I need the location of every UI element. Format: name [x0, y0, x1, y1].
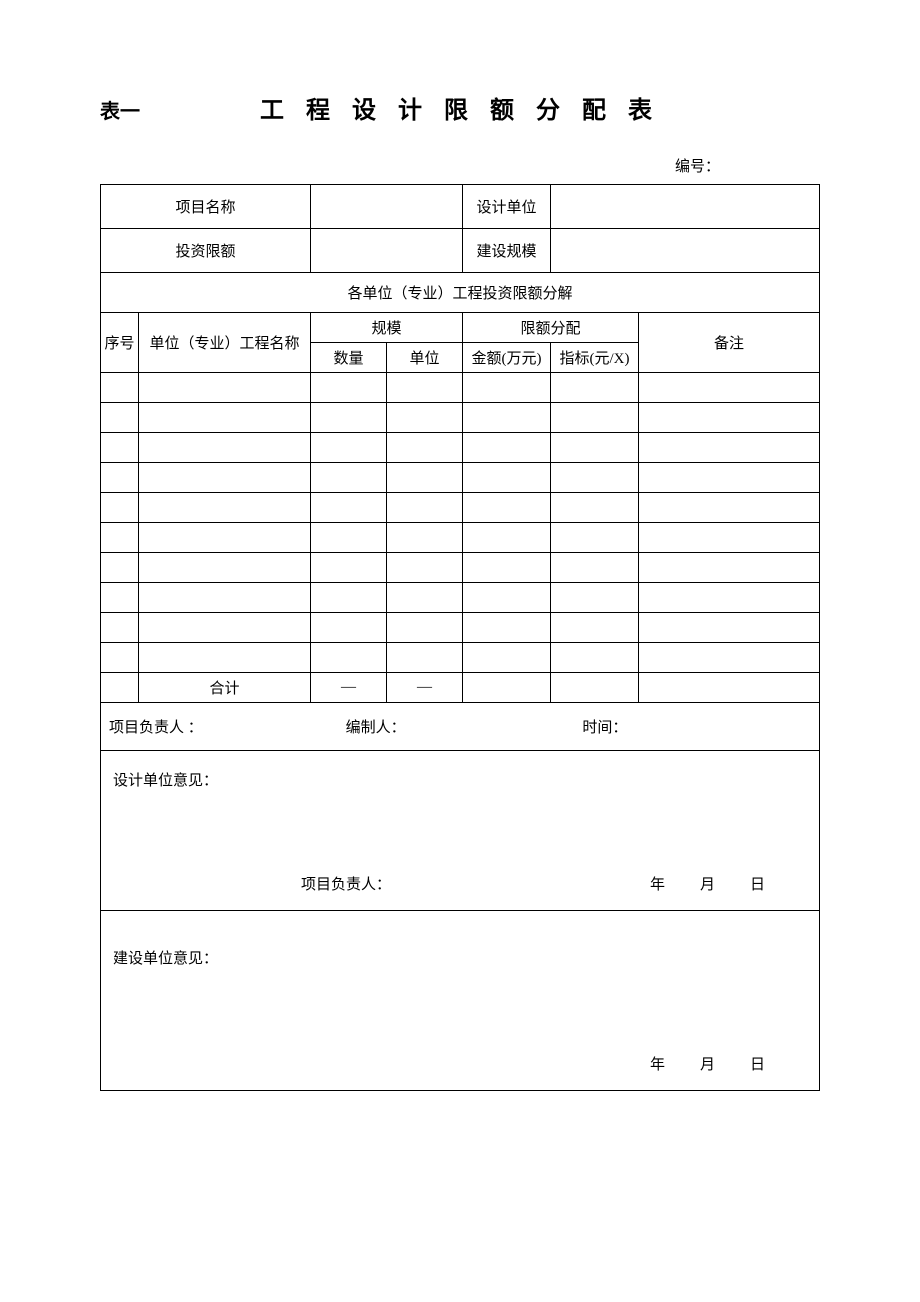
page-title: 工 程 设 计 限 额 分 配 表: [260, 90, 820, 125]
design-opinion-label: 设计单位意见：: [113, 769, 807, 790]
col-name: 单位（专业）工程名称: [139, 313, 311, 373]
total-remark: [639, 673, 820, 703]
col-seq: 序号: [101, 313, 139, 373]
table-row: [101, 583, 820, 613]
table-row: [101, 613, 820, 643]
signature-row: 项目负责人 ： 编制人： 时间：: [101, 703, 820, 751]
opinion2-date: 年 月 日: [650, 1053, 789, 1074]
total-unit: —: [387, 673, 463, 703]
table-row: [101, 403, 820, 433]
total-qty: —: [311, 673, 387, 703]
total-amount: [463, 673, 551, 703]
header-row: 表一 工 程 设 计 限 额 分 配 表: [100, 90, 820, 125]
serial-label: 编号：: [100, 155, 820, 176]
breakdown-title: 各单位（专业）工程投资限额分解: [101, 273, 820, 313]
col-amount: 金额(万元): [463, 343, 551, 373]
table-row: [101, 553, 820, 583]
table-row: [101, 523, 820, 553]
project-name-value: [311, 185, 463, 229]
allocation-table: 项目名称 设计单位 投资限额 建设规模 各单位（专业）工程投资限额分解 序号 单…: [100, 184, 820, 1091]
table-number: 表一: [100, 95, 260, 124]
project-name-label: 项目名称: [101, 185, 311, 229]
build-scale-value: [551, 229, 820, 273]
build-opinion-label: 建设单位意见：: [113, 929, 807, 968]
total-row: 合计 — —: [101, 673, 820, 703]
table-row: [101, 493, 820, 523]
design-unit-value: [551, 185, 820, 229]
table-row: [101, 463, 820, 493]
sig-project-lead: 项目负责人 ：: [109, 716, 346, 737]
col-limit: 限额分配: [463, 313, 639, 343]
design-opinion-row: 设计单位意见： 项目负责人： 年 月 日: [101, 751, 820, 911]
total-label: 合计: [139, 673, 311, 703]
opinion1-lead: 项目负责人：: [301, 873, 650, 894]
table-row: [101, 643, 820, 673]
col-index: 指标(元/X): [551, 343, 639, 373]
col-unit: 单位: [387, 343, 463, 373]
build-opinion-row: 建设单位意见： 年 月 日: [101, 911, 820, 1091]
table-row: [101, 373, 820, 403]
total-index: [551, 673, 639, 703]
col-remark: 备注: [639, 313, 820, 373]
design-unit-label: 设计单位: [463, 185, 551, 229]
build-scale-label: 建设规模: [463, 229, 551, 273]
col-scale: 规模: [311, 313, 463, 343]
sig-time: 时间：: [582, 716, 819, 737]
invest-limit-value: [311, 229, 463, 273]
col-qty: 数量: [311, 343, 387, 373]
table-row: [101, 433, 820, 463]
sig-compiler: 编制人：: [346, 716, 583, 737]
invest-limit-label: 投资限额: [101, 229, 311, 273]
opinion1-date: 年 月 日: [650, 873, 789, 894]
